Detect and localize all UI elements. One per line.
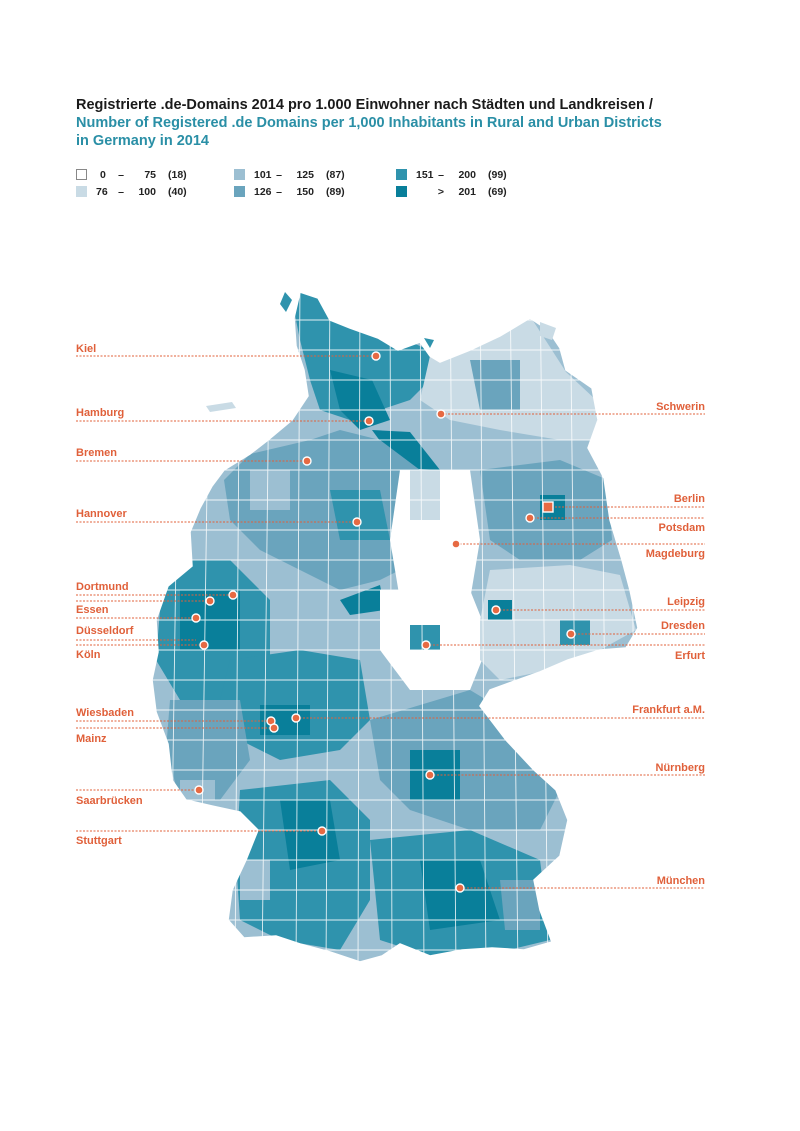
legend-count: (99): [488, 169, 507, 181]
island-sylt: [280, 292, 292, 312]
legend-high: 150: [296, 186, 314, 198]
label-muenchen: München: [657, 875, 706, 887]
legend-high: 200: [458, 169, 476, 181]
title-german: Registrierte .de-Domains 2014 pro 1.000 …: [76, 97, 653, 113]
legend-low: 126: [254, 186, 272, 198]
legend-high: 75: [144, 169, 156, 181]
label-schwerin: Schwerin: [656, 401, 705, 413]
label-saarbruecken: Saarbrücken: [76, 795, 143, 807]
legend-low: 0: [100, 169, 106, 181]
legend-swatch: [76, 186, 87, 197]
island-ruegen: [540, 322, 556, 340]
marker-saarbruecken: [194, 785, 204, 795]
legend-dash: –: [276, 186, 282, 198]
label-hannover: Hannover: [76, 508, 127, 520]
legend-swatch: [396, 186, 407, 197]
label-wiesbaden: Wiesbaden: [76, 707, 134, 719]
legend-count: (40): [168, 186, 187, 198]
legend-swatch: [396, 169, 407, 180]
title-english-line2: in Germany in 2014: [76, 133, 209, 149]
label-dresden: Dresden: [661, 620, 705, 632]
legend-dash: >: [437, 186, 445, 198]
label-dortmund: Dortmund: [76, 581, 129, 593]
label-mainz: Mainz: [76, 733, 107, 745]
legend-dash: –: [438, 169, 444, 181]
marker-koeln: [199, 640, 209, 650]
legend-dash: –: [118, 169, 124, 181]
legend-swatch: [234, 169, 245, 180]
marker-hannover: [352, 517, 362, 527]
city-markers: [191, 351, 576, 893]
marker-bochum: [205, 596, 215, 606]
label-duesseldorf: Düsseldorf: [76, 625, 134, 637]
marker-erfurt: [421, 640, 431, 650]
legend-count: (89): [326, 186, 345, 198]
marker-magdeburg: [451, 539, 461, 549]
marker-kiel: [371, 351, 381, 361]
legend-high: 125: [296, 169, 314, 181]
map-title: Registrierte .de-Domains 2014 pro 1.000 …: [76, 96, 716, 150]
east-frisian-islands: [206, 402, 236, 412]
label-koeln: Köln: [76, 649, 101, 661]
legend-low: 76: [96, 186, 108, 198]
label-stuttgart: Stuttgart: [76, 835, 122, 847]
label-kiel: Kiel: [76, 343, 96, 355]
marker-bremen: [302, 456, 312, 466]
marker-frankfurt: [291, 713, 301, 723]
city-labels: Kiel Hamburg Bremen Hannover Dortmund Es…: [76, 343, 705, 887]
legend-swatch: [76, 169, 87, 180]
leader-lines: [76, 355, 705, 889]
legend-dash: –: [118, 186, 124, 198]
marker-leipzig: [491, 605, 501, 615]
district-fills: [156, 292, 636, 956]
legend-dash: –: [276, 169, 282, 181]
label-potsdam: Potsdam: [659, 522, 706, 534]
label-erfurt: Erfurt: [675, 650, 705, 662]
marker-nuernberg: [425, 770, 435, 780]
legend-high: 201: [458, 186, 476, 198]
label-frankfurt: Frankfurt a.M.: [632, 704, 705, 716]
label-bremen: Bremen: [76, 447, 117, 459]
legend: 0 – 75 (18) 76 – 100 (40) 101 – 125 (87)…: [76, 168, 596, 202]
label-essen: Essen: [76, 604, 109, 616]
marker-dresden: [566, 629, 576, 639]
legend-count: (18): [168, 169, 187, 181]
label-hamburg: Hamburg: [76, 407, 124, 419]
marker-essen: [191, 613, 201, 623]
label-nuernberg: Nürnberg: [656, 762, 706, 774]
label-magdeburg: Magdeburg: [646, 548, 705, 560]
legend-low: 101: [254, 169, 272, 181]
legend-low: 151: [416, 169, 434, 181]
legend-count: (87): [326, 169, 345, 181]
island-fehmarn: [424, 338, 434, 348]
marker-mainz: [269, 723, 279, 733]
marker-stuttgart: [317, 826, 327, 836]
marker-berlin: [542, 501, 554, 513]
legend-swatch: [234, 186, 245, 197]
marker-schwerin: [436, 409, 446, 419]
title-english-line1: Number of Registered .de Domains per 1,0…: [76, 115, 662, 131]
legend-high: 100: [138, 186, 156, 198]
label-berlin: Berlin: [674, 493, 705, 505]
marker-hamburg: [364, 416, 374, 426]
label-leipzig: Leipzig: [667, 596, 705, 608]
legend-count: (69): [488, 186, 507, 198]
marker-potsdam: [525, 513, 535, 523]
marker-muenchen: [455, 883, 465, 893]
marker-dortmund: [228, 590, 238, 600]
